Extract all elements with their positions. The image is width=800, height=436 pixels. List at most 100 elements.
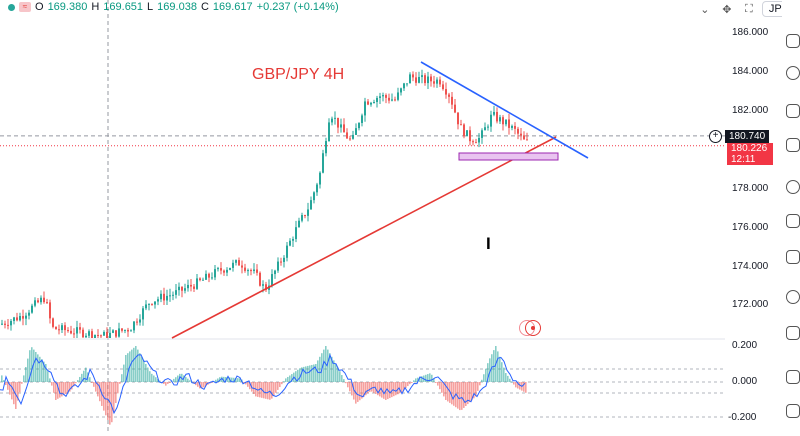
osc-bar	[81, 373, 83, 382]
osc-bar	[361, 382, 363, 399]
symbol-badge-icon[interactable]: ≈	[19, 2, 31, 12]
candle-body	[463, 124, 465, 137]
osc-bar	[219, 377, 221, 382]
trading-panel-icon[interactable]	[786, 370, 800, 384]
osc-bar	[153, 375, 155, 382]
osc-bar	[481, 379, 483, 382]
candle-body	[79, 327, 81, 330]
osc-bar	[55, 382, 57, 400]
candle-body	[31, 305, 33, 313]
last-price: 180.226	[731, 143, 768, 154]
osc-bar	[479, 382, 481, 386]
osc-bar	[511, 381, 513, 383]
osc-bar	[151, 373, 153, 382]
high-value: 169.651	[103, 1, 144, 13]
candle-body	[295, 227, 297, 240]
candle-body	[439, 79, 441, 85]
osc-bar	[19, 382, 21, 393]
candle-body	[397, 92, 399, 100]
candle-body	[211, 277, 213, 279]
osc-bar	[137, 349, 139, 382]
osc-bar	[359, 382, 361, 401]
fullscreen-icon[interactable]: ⛶	[744, 2, 753, 15]
osc-bar	[429, 373, 431, 382]
data-window-icon[interactable]	[786, 104, 800, 118]
candle-body	[493, 111, 495, 115]
osc-bar	[467, 382, 469, 405]
osc-bar	[177, 375, 179, 382]
candle-body	[82, 329, 84, 338]
osc-bar	[53, 382, 55, 393]
candle-body	[202, 279, 204, 281]
candle-body	[280, 261, 282, 263]
osc-bar	[175, 377, 177, 382]
change-value: +0.237 (+0.14%)	[256, 1, 339, 13]
candle-body	[124, 329, 126, 331]
candle-body	[478, 137, 480, 143]
osc-bar	[485, 368, 487, 382]
candle-body	[355, 128, 357, 135]
chart-annotation-title[interactable]: GBP/JPY 4H	[252, 66, 345, 83]
ideas-icon[interactable]	[786, 214, 800, 228]
osc-bar	[35, 352, 37, 382]
candle-body	[259, 272, 261, 286]
osc-bar	[279, 382, 281, 388]
candle-body	[58, 329, 60, 331]
chevron-down-icon[interactable]: ⌄	[700, 3, 710, 16]
osc-bar	[409, 382, 411, 385]
candle-body	[499, 117, 501, 122]
candle-body	[55, 326, 57, 330]
oscillator-pane	[0, 346, 725, 425]
calendar-icon[interactable]	[786, 250, 800, 264]
osc-bar	[67, 382, 69, 393]
osc-bar	[215, 379, 217, 382]
candle-body	[469, 130, 471, 142]
osc-bar	[201, 382, 203, 389]
osc-bar	[43, 361, 45, 382]
osc-bar	[401, 382, 403, 392]
plus-icon[interactable]: +	[709, 130, 722, 143]
candle-body	[214, 269, 216, 278]
osc-bar	[225, 377, 227, 382]
osc-bar	[435, 382, 437, 383]
chat-icon[interactable]	[786, 180, 800, 194]
help-icon[interactable]	[786, 326, 800, 340]
osc-bar	[37, 354, 39, 382]
osc-bar	[343, 379, 345, 382]
alert-icon[interactable]	[519, 320, 543, 336]
osc-bar	[299, 368, 301, 382]
osc-bar	[89, 377, 91, 382]
candle-body	[511, 125, 513, 128]
text-marker[interactable]: I	[486, 234, 491, 253]
candle-body	[415, 77, 417, 83]
osc-bar	[413, 380, 415, 382]
osc-bar	[449, 382, 451, 403]
candle-body	[520, 133, 522, 136]
osc-bar	[353, 382, 355, 400]
osc-bar	[123, 364, 125, 382]
osc-bar	[483, 374, 485, 382]
candle-body	[253, 269, 255, 272]
move-icon[interactable]: ✥	[722, 3, 732, 16]
candle-body	[157, 299, 159, 302]
osc-bar	[135, 346, 137, 382]
osc-bar	[263, 382, 265, 399]
osc-bar	[469, 382, 471, 403]
osc-bar	[189, 380, 191, 382]
candle-body	[523, 135, 525, 140]
osc-bar	[61, 382, 63, 397]
hotlist-icon[interactable]	[786, 138, 800, 152]
more-icon[interactable]	[786, 404, 800, 418]
notifications-icon[interactable]	[786, 290, 800, 304]
alerts-icon[interactable]	[786, 66, 800, 80]
osc-bar	[383, 382, 385, 399]
close-label: C	[200, 1, 209, 13]
candle-body	[370, 102, 372, 105]
osc-bar	[29, 350, 31, 382]
close-value: 169.617	[212, 1, 253, 13]
candle-body	[4, 323, 6, 325]
osc-bar	[59, 382, 61, 398]
watchlist-icon[interactable]	[786, 34, 800, 48]
